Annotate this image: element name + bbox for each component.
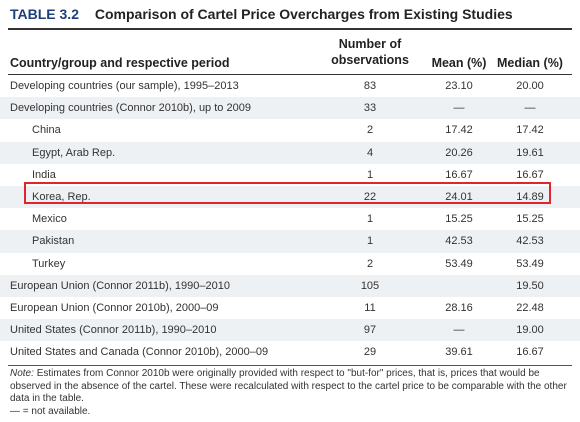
cell-mean: 15.25 [445,213,473,226]
top-rule [8,28,572,30]
cell-mean: 42.53 [445,235,473,248]
table-row: Developing countries (our sample), 1995–… [0,75,580,97]
header-rule [8,74,572,75]
table-row: Pakistan 1 42.53 42.53 [0,230,580,253]
cell-observations: 97 [363,324,377,337]
header-median: Median (%) [497,56,563,70]
table-row: European Union (Connor 2010b), 2000–09 1… [0,297,580,319]
cell-observations: 29 [363,346,377,359]
cell-observations: 1 [366,235,374,248]
table-row: India 1 16.67 16.67 [0,164,580,186]
cell-country: India [32,168,56,181]
cell-median: 16.67 [516,346,544,359]
header-country: Country/group and respective period [10,56,230,70]
cell-median: 14.89 [516,190,544,203]
cell-mean: 17.42 [445,124,473,137]
cell-mean: 16.67 [445,168,473,181]
not-available-legend: — = not available. [10,405,91,417]
cell-country: Mexico [32,213,67,226]
cell-mean: 39.61 [445,346,473,359]
cell-country: United States and Canada (Connor 2010b),… [10,346,269,359]
cell-median: 15.25 [516,213,544,226]
cell-observations: 105 [360,279,380,292]
cell-country: United States (Connor 2011b), 1990–2010 [10,324,217,337]
cell-country: China [32,124,61,137]
cell-country: Korea, Rep. [32,190,91,203]
cell-observations: 22 [363,190,377,203]
cell-median: 19.00 [516,324,544,337]
cell-mean: — [453,102,465,115]
cell-observations: 2 [366,257,374,270]
cell-observations: 1 [366,168,374,181]
note-paragraph: Note: Estimates from Connor 2010b were o… [10,368,572,406]
cell-country: Turkey [32,257,66,270]
cell-median: 22.48 [516,301,544,314]
header-observations-line2: observations [331,53,409,67]
cell-country: Developing countries (Connor 2010b), up … [10,102,251,115]
table-title-text: Comparison of Cartel Price Overcharges f… [94,6,513,22]
table-row: Mexico 1 15.25 15.25 [0,208,580,230]
note-label: Note: [10,368,34,379]
table-row: Developing countries (Connor 2010b), up … [0,97,580,120]
table-row: United States and Canada (Connor 2010b),… [0,341,580,363]
cell-mean: — [453,324,465,337]
cell-observations: 1 [366,213,374,226]
header-mean: Mean (%) [431,56,487,70]
cell-median: — [524,102,536,115]
table-row: European Union (Connor 2011b), 1990–2010… [0,274,580,297]
cell-median: 17.42 [516,124,544,137]
cell-median: 53.49 [516,257,544,270]
cell-mean: 24.01 [445,190,473,203]
cell-observations: 11 [364,301,376,314]
cell-observations: 4 [366,146,374,159]
cell-median: 20.00 [516,80,544,92]
cell-observations: 2 [366,124,374,137]
table-notes: Note: Estimates from Connor 2010b were o… [10,368,572,418]
table-row: United States (Connor 2011b), 1990–2010 … [0,319,580,342]
table-row: China 2 17.42 17.42 [0,119,580,141]
note-text: Estimates from Connor 2010b were origina… [10,368,567,404]
header-observations: Number of observations [320,36,420,68]
cell-country: Pakistan [32,235,75,248]
cell-observations: 83 [363,80,377,92]
table-title: TABLE 3.2 Comparison of Cartel Price Ove… [10,6,513,22]
cell-mean: 28.16 [445,301,473,314]
header-observations-line1: Number of [338,37,402,51]
cell-country: European Union (Connor 2010b), 2000–09 [10,301,219,314]
cell-country: Egypt, Arab Rep. [32,146,116,159]
cell-mean: 23.10 [445,80,473,92]
cell-median: 16.67 [516,168,544,181]
table-row: Turkey 2 53.49 53.49 [0,253,580,275]
cell-mean: 53.49 [445,257,473,270]
cell-median: 19.50 [516,279,544,292]
korea-highlight-box [24,182,551,204]
table-body: Developing countries (our sample), 1995–… [0,75,580,363]
cell-median: 42.53 [516,235,544,248]
bottom-rule [8,365,572,366]
cell-country: European Union (Connor 2011b), 1990–2010 [10,279,230,292]
table-row: Egypt, Arab Rep. 4 20.26 19.61 [0,141,580,164]
cell-median: 19.61 [516,146,544,159]
cell-observations: 33 [363,102,377,115]
cell-mean: 20.26 [445,146,473,159]
cell-country: Developing countries (our sample), 1995–… [10,80,239,92]
table-number-label: TABLE 3.2 [10,6,79,22]
